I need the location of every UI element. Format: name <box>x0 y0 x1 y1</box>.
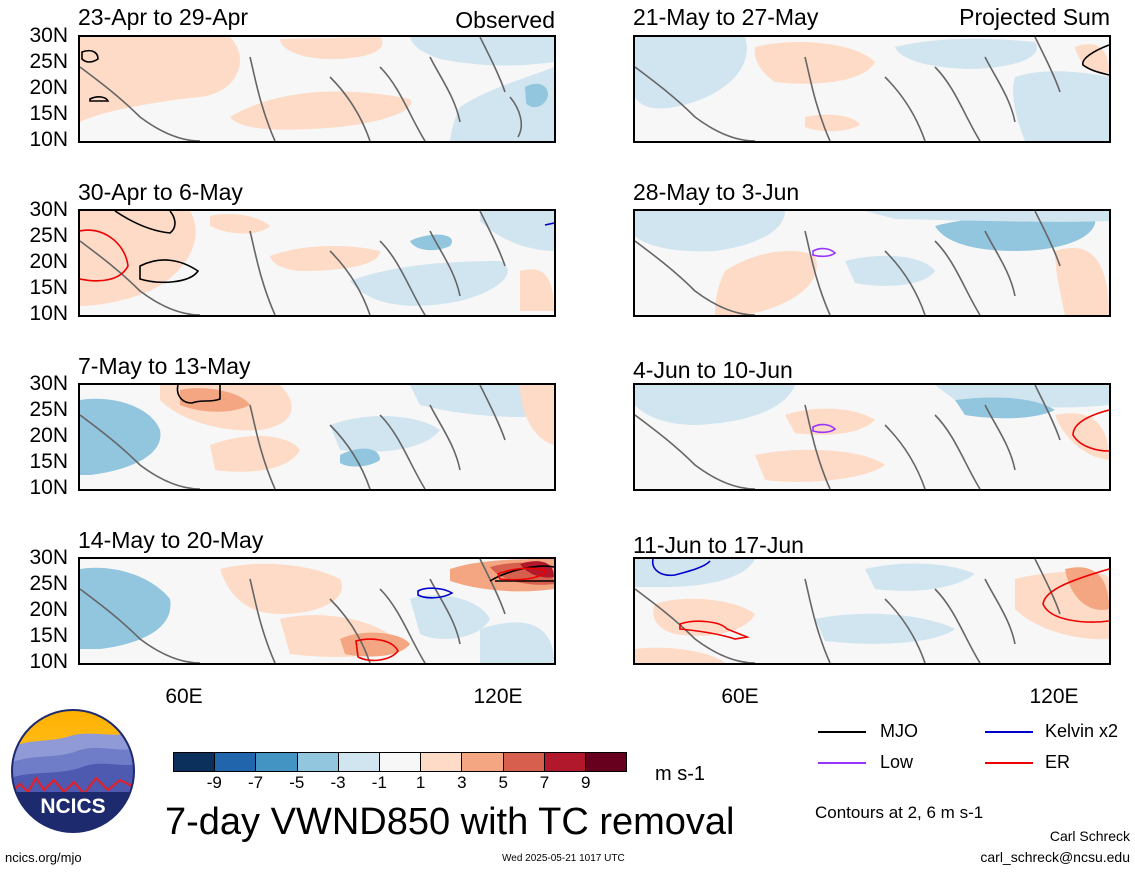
lat-label: 30N <box>29 198 68 221</box>
colorbar-swatch <box>462 753 504 771</box>
legend-swatch-kelvin <box>985 731 1033 733</box>
lon-label-left-120e: 120E <box>473 685 523 708</box>
lat-label: 10N <box>29 650 68 673</box>
legend-label-low: Low <box>880 752 914 772</box>
legend-swatch-low <box>818 762 866 764</box>
lon-label-right-60e: 60E <box>721 685 759 708</box>
footer-url: ncics.org/mjo <box>5 850 82 865</box>
colorbar-tick-label: -3 <box>330 773 346 792</box>
footer-timestamp: Wed 2025-05-21 1017 UTC <box>502 853 625 864</box>
map-panel-left-3 <box>78 383 556 491</box>
legend-label-er: ER <box>1045 752 1071 772</box>
ncics-logo: NCICS <box>10 708 136 834</box>
lat-label: 25N <box>29 572 68 595</box>
lat-label: 30N <box>29 372 68 395</box>
colorbar-swatch <box>297 753 339 771</box>
colorbar-tick-label: 5 <box>498 773 508 792</box>
panel-title-right-1: 21-May to 27-May <box>633 4 819 30</box>
map-panel-left-2 <box>78 209 556 317</box>
colorbar-tick-label: -9 <box>206 773 222 792</box>
lon-label-left-60e: 60E <box>165 685 203 708</box>
panel-title-right-2: 28-May to 3-Jun <box>633 179 800 205</box>
colorbar-swatch <box>421 753 463 771</box>
legend-label-kelvin: Kelvin x2 <box>1045 721 1119 741</box>
lat-label: 25N <box>29 224 68 247</box>
panel-title-right-3: 4-Jun to 10-Jun <box>633 357 793 383</box>
lat-label: 20N <box>29 76 68 99</box>
lat-label: 10N <box>29 302 68 325</box>
colorbar-swatch <box>503 753 545 771</box>
lat-label: 10N <box>29 128 68 151</box>
colorbar-swatch <box>256 753 298 771</box>
colorbar-tick-label: 3 <box>457 773 467 792</box>
colorbar-swatch <box>215 753 257 771</box>
colorbar-swatch <box>544 753 586 771</box>
panel-title-left-3: 7-May to 13-May <box>78 353 251 379</box>
lat-label: 25N <box>29 398 68 421</box>
lat-label: 30N <box>29 546 68 569</box>
projected-sum-label: Projected Sum <box>959 4 1110 30</box>
colorbar-units: m s-1 <box>655 763 705 785</box>
colorbar-swatch <box>174 753 216 771</box>
lat-label: 30N <box>29 24 68 47</box>
map-panel-right-3 <box>633 383 1111 491</box>
colorbar-tick-label: 7 <box>539 773 550 792</box>
colorbar-tick-label: -1 <box>371 773 387 792</box>
panel-title-left-2: 30-Apr to 6-May <box>78 179 243 205</box>
colorbar-swatch <box>379 753 422 771</box>
lat-label: 15N <box>29 624 68 647</box>
panel-title-left-1: 23-Apr to 29-Apr <box>78 4 249 30</box>
map-panel-right-4 <box>633 557 1111 665</box>
lat-label: 20N <box>29 424 68 447</box>
panel-title-left-4: 14-May to 20-May <box>78 527 264 553</box>
colorbar-labels: -9 -7 -5 -3 -1 1 3 5 7 9 <box>173 772 627 794</box>
legend-swatch-er <box>985 762 1033 764</box>
colorbar <box>173 752 627 772</box>
footer-author: Carl Schreck <box>1049 828 1130 844</box>
figure-title: 7-day VWND850 with TC removal <box>165 801 735 843</box>
contours-note: Contours at 2, 6 m s-1 <box>815 803 984 822</box>
lat-label: 20N <box>29 598 68 621</box>
lat-label: 15N <box>29 276 68 299</box>
panel-title-right-4: 11-Jun to 17-Jun <box>633 532 804 558</box>
lat-label: 15N <box>29 102 68 125</box>
map-panel-right-1 <box>633 35 1111 143</box>
footer-email: carl_schreck@ncsu.edu <box>980 849 1130 865</box>
colorbar-tick-label: -7 <box>247 773 264 792</box>
logo-text: NCICS <box>40 795 105 818</box>
lat-label: 20N <box>29 250 68 273</box>
map-panel-right-2 <box>633 209 1111 317</box>
colorbar-tick-label: 9 <box>580 773 591 792</box>
observed-label: Observed <box>455 7 555 33</box>
colorbar-swatch <box>338 753 380 771</box>
colorbar-tick-label: -5 <box>289 773 305 792</box>
lat-label: 10N <box>29 476 68 499</box>
legend-label-mjo: MJO <box>880 721 918 741</box>
map-panel-left-1 <box>78 35 556 143</box>
lat-label: 15N <box>29 450 68 473</box>
colorbar-swatch <box>585 753 627 771</box>
colorbar-tick-label: 1 <box>415 773 426 792</box>
lat-label: 25N <box>29 50 68 73</box>
legend-swatch-mjo <box>818 731 866 733</box>
lon-label-right-120e: 120E <box>1029 685 1079 708</box>
map-panel-left-4 <box>78 557 556 665</box>
